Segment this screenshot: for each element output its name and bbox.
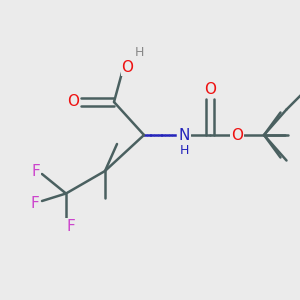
Text: O: O: [122, 60, 134, 75]
Text: O: O: [68, 94, 80, 110]
Text: F: F: [30, 196, 39, 211]
Text: O: O: [204, 82, 216, 98]
Text: F: F: [32, 164, 40, 178]
Text: F: F: [66, 219, 75, 234]
Text: H: H: [180, 143, 189, 157]
Text: O: O: [231, 128, 243, 142]
Text: N: N: [179, 128, 190, 142]
Text: H: H: [135, 46, 144, 59]
